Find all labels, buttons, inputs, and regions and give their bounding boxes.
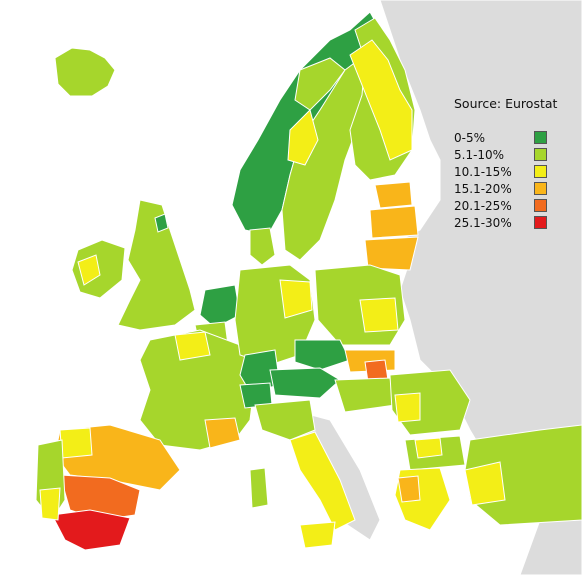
region-netherlands — [199, 284, 241, 329]
legend-swatch — [534, 182, 547, 195]
region-hungary — [334, 377, 396, 413]
legend-label: 0-5% — [454, 130, 486, 145]
region-germany-east — [279, 279, 313, 319]
region-great-britain — [117, 199, 196, 331]
region-scotland-highlands — [154, 213, 169, 233]
legend-swatch — [534, 199, 547, 212]
legend-label: 25.1-30% — [454, 215, 512, 230]
region-denmark — [249, 227, 276, 266]
region-iceland — [54, 47, 116, 97]
legend-label: 5.1-10% — [454, 147, 505, 162]
legend-swatch — [534, 131, 547, 144]
region-andalusia — [51, 509, 131, 551]
region-france-north — [174, 331, 211, 361]
region-bulgaria-north — [414, 437, 443, 459]
region-france-south — [204, 417, 241, 449]
legend-item: 25.1-30% — [454, 214, 557, 231]
source-label: Source: Eurostat — [454, 96, 558, 111]
legend-swatch — [534, 148, 547, 161]
region-turkey-west — [464, 461, 506, 506]
region-sweden-north — [287, 109, 319, 166]
region-italy-north — [254, 399, 316, 441]
map-legend: Source: Eurostat 0-5% 5.1-10% 10.1-15% 1… — [454, 96, 557, 231]
region-greece-north — [397, 475, 421, 503]
legend-item: 5.1-10% — [454, 146, 557, 163]
legend-label: 20.1-25% — [454, 198, 512, 213]
legend-item: 20.1-25% — [454, 197, 557, 214]
region-estonia — [374, 181, 413, 209]
legend-item: 0-5% — [454, 129, 557, 146]
legend-label: 15.1-20% — [454, 181, 512, 196]
region-norway-central — [294, 57, 346, 111]
region-spain-center — [59, 474, 141, 521]
region-sicily — [299, 521, 336, 549]
region-spain-northwest — [59, 427, 93, 459]
region-latvia — [369, 205, 419, 239]
legend-label: 10.1-15% — [454, 164, 512, 179]
region-ireland-west — [77, 254, 101, 286]
region-finland-east — [349, 39, 413, 161]
region-sardinia — [249, 467, 269, 509]
region-poland-east — [359, 297, 399, 333]
region-czechia — [294, 339, 351, 371]
legend-swatch — [534, 165, 547, 178]
region-romania-west — [394, 392, 421, 423]
region-italy-south — [289, 431, 356, 531]
region-lithuania — [364, 236, 419, 271]
region-austria — [269, 367, 341, 399]
region-portugal-south — [39, 487, 61, 521]
legend-item: 15.1-20% — [454, 180, 557, 197]
legend-swatch — [534, 216, 547, 229]
legend-item: 10.1-15% — [454, 163, 557, 180]
